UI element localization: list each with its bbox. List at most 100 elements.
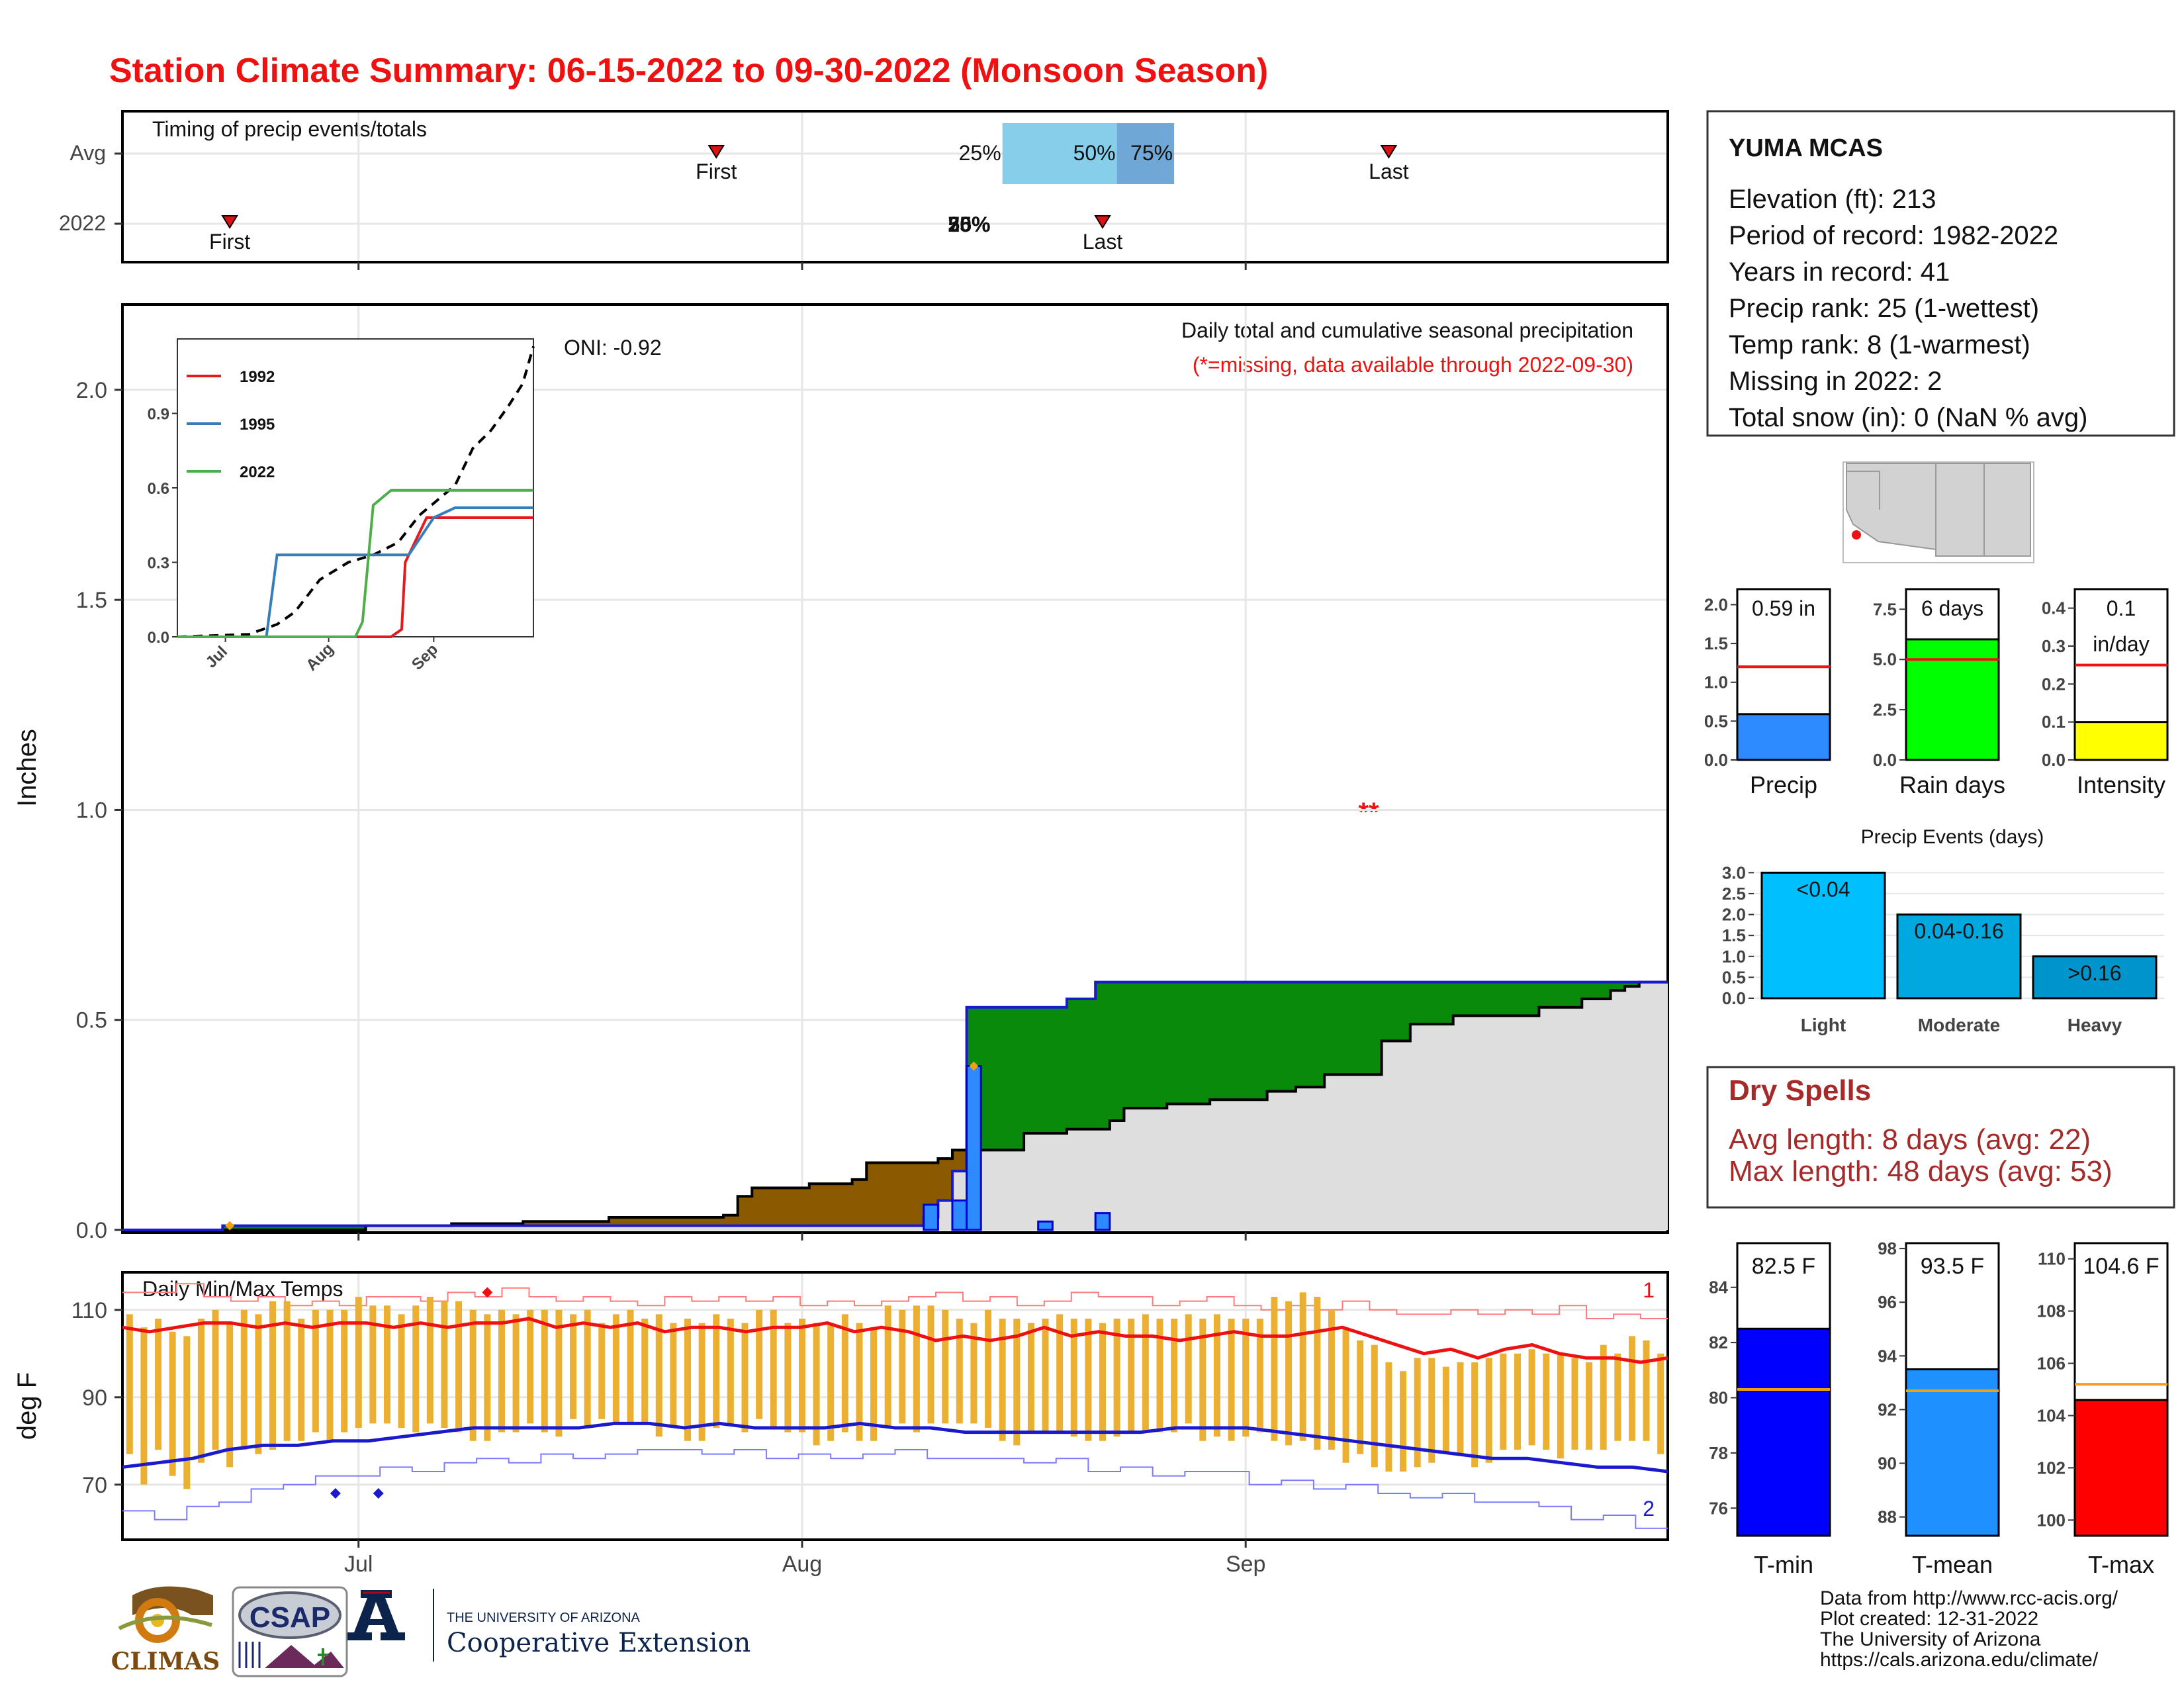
- events-y-tick-label: 2.5: [1722, 884, 1746, 904]
- y-tick-label: 0.0: [76, 1218, 107, 1243]
- temp-summary-y-tick-label: 94: [1878, 1346, 1897, 1366]
- y-tick-label: 1.0: [76, 798, 107, 823]
- station-line: Elevation (ft): 213: [1729, 185, 1936, 214]
- summary-label: Rain days: [1899, 771, 2005, 798]
- temp-summary-label: T-mean: [1912, 1551, 1993, 1578]
- daily-precip-bar: [1037, 1220, 1054, 1231]
- events-y-tick-label: 1.0: [1722, 947, 1746, 966]
- daily-precip-bar: [923, 1203, 939, 1231]
- temp-summary-value-label: 82.5 F: [1752, 1254, 1815, 1279]
- temp-summary-y-tick-label: 92: [1878, 1399, 1897, 1419]
- percentile-box-25-50: [1002, 123, 1117, 184]
- timing-row-2022: 2022: [59, 211, 106, 235]
- summary-value-label: 0.59 in: [1752, 596, 1815, 620]
- percentile-box-50-75: [1116, 123, 1175, 184]
- precip-title-line1: Daily total and cumulative seasonal prec…: [1181, 318, 1633, 342]
- inset-series-line: [177, 489, 533, 638]
- summary-y-tick-label: 0.1: [2042, 712, 2066, 732]
- station-line: Period of record: 1982-2022: [1729, 221, 2058, 250]
- events-bar-label: Heavy: [2068, 1015, 2122, 1035]
- dry-spells-line2: Max length: 48 days (avg: 53): [1729, 1155, 2113, 1188]
- pct-2022-label: 50%: [948, 212, 990, 236]
- missing-marker: [225, 1221, 235, 1231]
- y-tick-label: 1.5: [76, 588, 107, 613]
- summary-value-label2: in/day: [2093, 632, 2149, 656]
- events-y-tick-label: 2.0: [1722, 905, 1746, 925]
- temp-summary-y-tick-label: 102: [2037, 1458, 2066, 1477]
- summary-value-label: 6 days: [1921, 596, 1983, 620]
- missing-marks: **: [1358, 798, 1379, 827]
- events-bar-range: <0.04: [1797, 877, 1850, 901]
- footer-line: Plot created: 12-31-2022: [1820, 1608, 2038, 1630]
- inset-avg-line: [177, 346, 535, 638]
- timing-panel: Timing of precip events/totals Avg 2022: [59, 110, 1669, 263]
- temp-summary-y-tick-label: 98: [1878, 1239, 1897, 1258]
- summary-value-label: 0.1: [2107, 596, 2136, 620]
- ua-logo: THE UNIVERSITY OF ARIZONA Cooperative Ex…: [347, 1589, 751, 1662]
- record-max-line: [122, 1283, 1668, 1319]
- events-y-tick-label: 1.5: [1722, 925, 1746, 945]
- y-tick-label: 110: [71, 1298, 107, 1323]
- avg-min-line: [122, 1421, 1668, 1474]
- summary-y-tick-label: 0.0: [1873, 750, 1897, 770]
- pct-2022-label: 75%: [948, 212, 990, 236]
- timing-row-avg: Avg: [69, 141, 106, 165]
- station-line: Precip rank: 25 (1-wettest): [1729, 294, 2039, 323]
- events-bar-label: Light: [1801, 1015, 1846, 1035]
- y-tick-label: 90: [82, 1385, 107, 1411]
- inset-y-tick-label: 0.0: [148, 629, 169, 647]
- summary-bar: [1736, 713, 1831, 761]
- summary-y-tick-label: 0.0: [2042, 750, 2066, 770]
- events-y-tick-label: 0.5: [1722, 967, 1746, 987]
- temps-title: Daily Min/Max Temps: [142, 1277, 343, 1301]
- events-y-tick-label: 0.0: [1722, 988, 1746, 1008]
- summary-bar: [1905, 638, 2000, 761]
- oni-label: ONI: -0.92: [564, 336, 662, 359]
- timing-marker: [221, 215, 238, 229]
- temp-summary-y-tick-label: 108: [2037, 1301, 2066, 1321]
- events-bar: [1896, 914, 2022, 1000]
- temp-summary-y-tick-label: 96: [1878, 1292, 1897, 1312]
- footer-line: The University of Arizona: [1820, 1628, 2041, 1650]
- events-title: Precip Events (days): [1861, 826, 2044, 848]
- dry-spells-title: Dry Spells: [1729, 1074, 1871, 1107]
- y-tick-label: 0.5: [76, 1008, 107, 1033]
- station-name: YUMA MCAS: [1729, 134, 1883, 162]
- temp-summary-label: T-min: [1754, 1551, 1813, 1578]
- timing-marker: [1380, 145, 1398, 159]
- timing-marker: [1094, 215, 1111, 229]
- climas-logo-text: CLIMAS: [111, 1648, 220, 1675]
- timing-marker-label: First: [696, 160, 737, 183]
- temp-summary-bar: [1905, 1368, 2000, 1537]
- events-y-tick-label: 3.0: [1722, 863, 1746, 882]
- timing-marker-label: Last: [1083, 230, 1123, 254]
- record-max-marker: [482, 1287, 493, 1298]
- events-bar-label: Moderate: [1918, 1015, 2000, 1035]
- timing-marker-label: First: [209, 230, 250, 254]
- inset-y-tick-label: 0.3: [148, 555, 169, 573]
- footer: Data from http://www.rcc-acis.org/ Plot …: [111, 1586, 2118, 1677]
- summary-bar: [2073, 721, 2169, 761]
- station-line: Missing in 2022: 2: [1729, 367, 1942, 396]
- summary-y-tick-label: 0.0: [1704, 750, 1728, 770]
- precip-title-line2: (*=missing, data available through 2022-…: [1193, 353, 1633, 377]
- station-info-box: YUMA MCAS Elevation (ft): 213 Period of …: [1706, 110, 2175, 437]
- precip-ylabel: Inches: [13, 729, 42, 807]
- inset-legend-label: 1992: [240, 368, 275, 386]
- temp-summary-y-tick-label: 76: [1709, 1498, 1728, 1518]
- summary-y-tick-label: 5.0: [1873, 649, 1897, 669]
- station-line: Temp rank: 8 (1-warmest): [1729, 330, 2030, 359]
- summary-y-tick-label: 7.5: [1873, 599, 1897, 619]
- summary-y-tick-label: 2.5: [1873, 700, 1897, 720]
- temp-summary-y-tick-label: 84: [1709, 1278, 1728, 1297]
- temp-summary-bar: [2073, 1399, 2169, 1537]
- y-tick-label: 70: [82, 1473, 107, 1498]
- x-tick-label: Jul: [344, 1552, 373, 1577]
- temp-summary-y-tick-label: 80: [1709, 1388, 1728, 1408]
- summary-y-tick-label: 1.0: [1704, 673, 1728, 692]
- x-tick-label: Aug: [782, 1552, 823, 1577]
- temp-summary-value-label: 93.5 F: [1921, 1254, 1984, 1279]
- p75-label: 75%: [1130, 141, 1173, 165]
- daily-precip-bar: [1094, 1212, 1111, 1231]
